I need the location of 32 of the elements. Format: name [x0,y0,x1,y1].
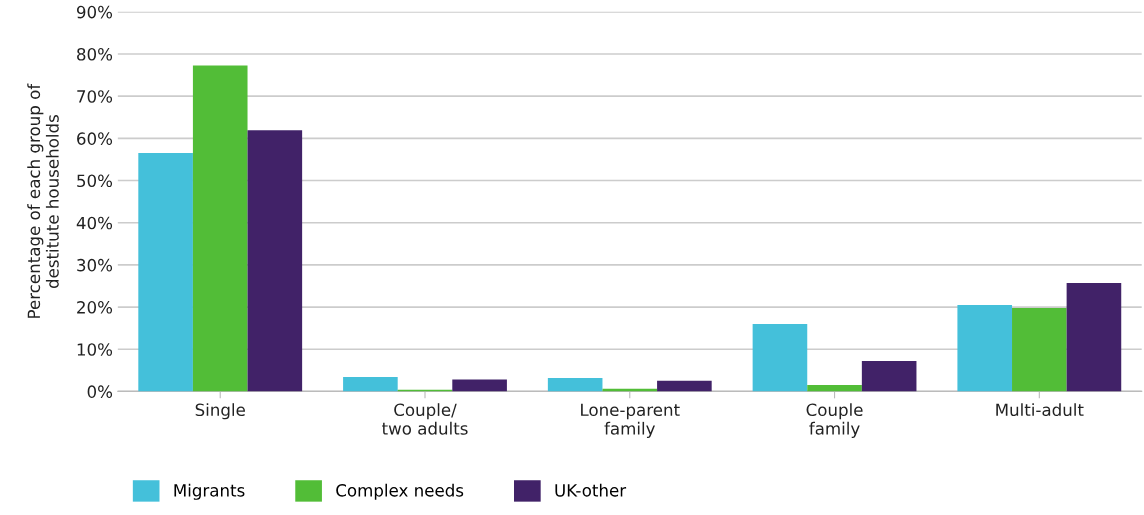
bar [192,65,248,392]
bar [138,153,193,392]
bar [452,379,507,392]
y-tick-label: 40% [76,216,113,230]
y-tick-label: 30% [77,258,113,272]
bar [1066,283,1122,392]
bar [861,361,917,392]
legend-label: Migrants [174,483,245,500]
bar [807,385,862,392]
y-tick-label: 60% [77,132,113,145]
x-tick-label: Couple family [806,403,863,438]
y-tick-label: 20% [77,301,113,314]
y-tick-label: 80% [77,47,113,61]
bar [752,323,808,392]
bar [247,130,303,392]
y-tick-label: 70% [77,90,113,103]
x-tick-label: Couple/ two adults [382,403,468,435]
y-tick-label: 50% [77,174,113,188]
bar [657,380,712,392]
y-axis-title: Percentage of each group of destitute households [27,83,59,318]
x-tick-label: Multi-adult [996,403,1084,417]
y-tick-label: 0% [87,385,113,398]
bar [957,304,1013,392]
x-tick-label: Lone-parent family [581,403,680,438]
bar [343,377,398,392]
legend-label: UK-other [555,483,627,497]
bar [547,377,603,392]
x-tick-label: Single [195,403,245,420]
y-tick-label: 10% [77,343,113,356]
bar [1012,307,1067,392]
legend-label: Complex needs [336,483,464,500]
y-tick-label: 90% [76,5,113,19]
